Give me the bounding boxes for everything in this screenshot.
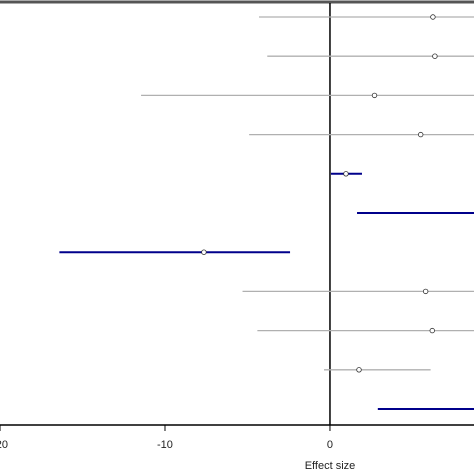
point-estimate xyxy=(422,288,429,295)
point-estimate xyxy=(430,14,436,20)
point-estimate xyxy=(201,249,207,255)
point-estimate xyxy=(432,53,438,59)
x-axis-label: Effect size xyxy=(305,460,356,472)
x-tick-label: -20 xyxy=(0,439,8,451)
x-tick-label: 0 xyxy=(327,439,333,451)
point-estimate xyxy=(371,92,378,99)
point-estimate xyxy=(356,367,362,373)
x-tick-label: -10 xyxy=(157,439,173,451)
point-estimate xyxy=(343,171,349,177)
point-estimate xyxy=(429,327,435,334)
point-estimate xyxy=(418,131,424,138)
